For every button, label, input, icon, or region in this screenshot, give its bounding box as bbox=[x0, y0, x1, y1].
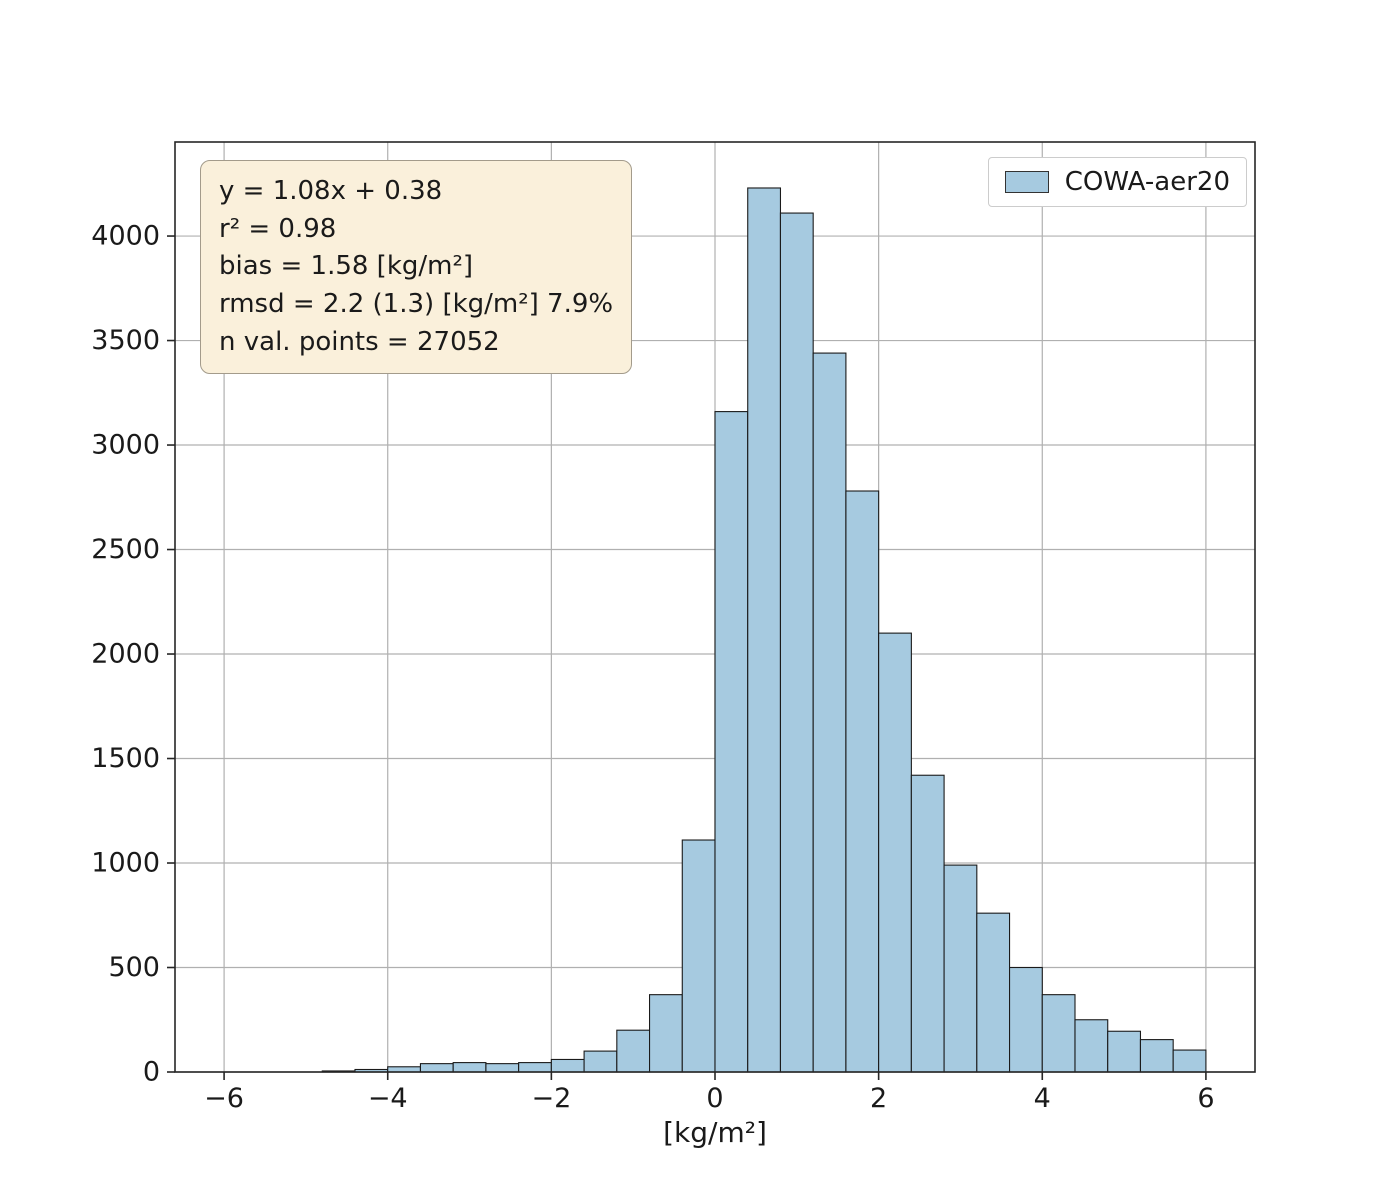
y-tick-label: 0 bbox=[143, 1057, 160, 1088]
y-tick-label: 4000 bbox=[91, 221, 160, 252]
x-tick-label: 2 bbox=[870, 1083, 887, 1114]
histogram-bar bbox=[1107, 1030, 1142, 1073]
x-tick-label: −4 bbox=[368, 1083, 408, 1114]
histogram-bar bbox=[648, 994, 683, 1073]
x-tick-label: −2 bbox=[531, 1083, 571, 1114]
x-tick-label: −6 bbox=[204, 1083, 244, 1114]
histogram-bar bbox=[943, 864, 978, 1073]
histogram-bar bbox=[845, 490, 880, 1073]
y-tick-label: 1000 bbox=[91, 848, 160, 879]
stats-line-rmsd: rmsd = 2.2 (1.3) [kg/m²] 7.9% bbox=[219, 289, 614, 320]
histogram-bar bbox=[976, 912, 1011, 1073]
histogram-bar bbox=[779, 212, 814, 1073]
stats-line-bias: bias = 1.58 [kg/m²] bbox=[219, 251, 474, 282]
y-tick-label: 500 bbox=[108, 952, 160, 983]
histogram-bar bbox=[1139, 1039, 1174, 1073]
histogram-bar bbox=[1074, 1019, 1109, 1073]
histogram-bar bbox=[878, 632, 912, 1073]
histogram-bar bbox=[616, 1029, 651, 1073]
histogram-bar bbox=[747, 187, 782, 1073]
stats-line-r2: r² = 0.98 bbox=[219, 213, 337, 244]
histogram-bar bbox=[583, 1050, 618, 1073]
histogram-bar bbox=[1008, 966, 1043, 1073]
x-axis-label: [kg/m²] bbox=[663, 1116, 767, 1149]
x-tick-label: 0 bbox=[706, 1083, 723, 1114]
histogram-bar bbox=[419, 1063, 454, 1073]
histogram-bar bbox=[1041, 994, 1076, 1073]
histogram-bar bbox=[550, 1058, 585, 1073]
histogram-bar bbox=[681, 839, 716, 1073]
y-tick-label: 2000 bbox=[91, 639, 160, 670]
histogram-bar bbox=[714, 411, 749, 1073]
x-tick-label: 6 bbox=[1197, 1083, 1214, 1114]
y-tick-label: 3000 bbox=[91, 430, 160, 461]
histogram-bar bbox=[485, 1063, 520, 1073]
legend-swatch bbox=[1004, 171, 1049, 193]
legend: COWA-aer20 bbox=[987, 157, 1247, 207]
histogram-bar bbox=[812, 352, 847, 1073]
stats-box: y = 1.08x + 0.38 r² = 0.98 bias = 1.58 [… bbox=[200, 160, 633, 375]
stats-line-npoints: n val. points = 27052 bbox=[219, 326, 500, 357]
x-tick-label: 4 bbox=[1034, 1083, 1051, 1114]
legend-label: COWA-aer20 bbox=[1064, 167, 1230, 197]
y-tick-label: 1500 bbox=[91, 743, 160, 774]
histogram-bar bbox=[452, 1062, 487, 1073]
histogram-bar bbox=[518, 1062, 552, 1073]
stats-line-fit: y = 1.08x + 0.38 bbox=[219, 176, 443, 206]
histogram-bar bbox=[1172, 1049, 1207, 1073]
y-tick-label: 2500 bbox=[91, 534, 160, 565]
y-tick-label: 3500 bbox=[91, 325, 160, 356]
histogram-bar bbox=[910, 774, 945, 1073]
